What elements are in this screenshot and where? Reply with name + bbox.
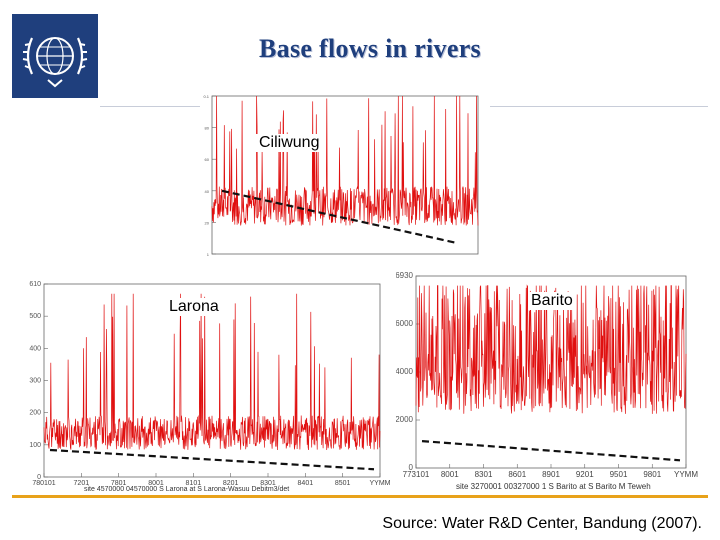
x-tick-label: 8301 <box>475 470 493 479</box>
wmo-emblem-icon <box>22 37 88 88</box>
y-tick-label: 610 <box>29 281 41 288</box>
y-tick-label: 200 <box>29 410 41 417</box>
series-line <box>415 284 687 414</box>
y-tick-label: 2000 <box>396 415 414 424</box>
y-tick-label: 40 <box>205 189 210 194</box>
x-tick-label: 7201 <box>74 480 90 487</box>
chart-label-larona: Larona <box>166 298 222 316</box>
y-tick-label: 0 <box>37 474 41 481</box>
x-tick-label: 8901 <box>542 470 560 479</box>
x-tick-label: 8201 <box>223 480 239 487</box>
plot-frame <box>211 95 479 255</box>
x-tick-label: 773101 <box>403 470 430 479</box>
baseflow-trend-line <box>49 448 375 471</box>
x-tick-label: 8001 <box>148 480 164 487</box>
y-tick-label: 100 <box>29 442 41 449</box>
y-tick-label: 80 <box>205 126 210 131</box>
baseflow-trend-line <box>221 189 457 245</box>
y-tick-label: 6930 <box>396 271 414 280</box>
x-tick-label: 7801 <box>111 480 127 487</box>
baseflow-trend-line <box>421 440 681 462</box>
series-line <box>43 293 381 451</box>
x-tick-label: 8101 <box>186 480 202 487</box>
chart-caption: site 4570000 04570000 S Larona at S Laro… <box>84 486 289 493</box>
y-tick-label: 4000 <box>396 367 414 376</box>
y-tick-label: 20 <box>205 220 210 225</box>
y-tick-label: 500 <box>29 313 41 320</box>
x-tick-label: 9201 <box>576 470 594 479</box>
x-tick-label: YYMM <box>674 470 698 479</box>
x-tick-label: 9801 <box>643 470 661 479</box>
y-tick-label: 6000 <box>396 319 414 328</box>
chart-caption: site 3270001 00327000 1 S Barito at S Ba… <box>456 482 651 491</box>
x-tick-label: YYMM <box>370 480 391 487</box>
x-tick-label: 8401 <box>298 480 314 487</box>
y-tick-label: 1 <box>207 252 210 257</box>
source-citation: Source: Water R&D Center, Bandung (2007)… <box>382 515 702 532</box>
chart-label-barito: Barito <box>528 292 576 310</box>
x-tick-label: 780101 <box>32 480 55 487</box>
y-tick-label: 0 <box>409 463 414 472</box>
x-tick-label: 8301 <box>260 480 276 487</box>
footer-divider <box>12 495 708 498</box>
chart-ciliwung: 0.1 80 60 40 20 1 <box>200 92 490 270</box>
x-tick-label: 8001 <box>441 470 459 479</box>
y-tick-label: 60 <box>205 157 210 162</box>
x-tick-label: 8601 <box>508 470 526 479</box>
x-tick-label: 8501 <box>335 480 351 487</box>
y-tick-label: 300 <box>29 378 41 385</box>
page-title: Base flows in rivers <box>259 34 481 63</box>
wmo-logo <box>12 14 98 98</box>
chart-label-ciliwung: Ciliwung <box>256 134 323 152</box>
chart-svg: 0.1 80 60 40 20 1 <box>203 94 479 257</box>
y-tick-label: 400 <box>29 345 41 352</box>
y-tick-label: 0.1 <box>203 94 209 99</box>
series-line <box>211 95 479 226</box>
x-tick-label: 9501 <box>610 470 628 479</box>
